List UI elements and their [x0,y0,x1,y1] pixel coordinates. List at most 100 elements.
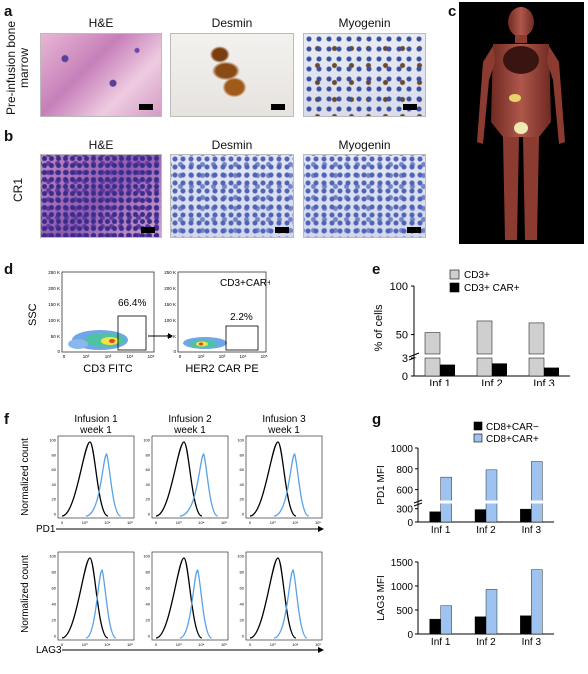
xtick-label: Inf 2 [476,525,496,536]
histogram-control-curve [155,557,203,639]
left-leg [523,137,539,240]
xtick: 10⁵ [261,354,268,359]
bar [531,569,543,635]
ytick: 50 K [167,334,176,339]
ytick: 0 [57,349,60,354]
panel-label-g: g [372,411,382,428]
bar [429,511,441,523]
chart-e-ylabel: % of cells [373,304,385,352]
ytick-label: 50 [396,330,408,342]
histogram-plot: 100 80 60 40 20 00 10³ 10⁴ 10⁵ [49,435,135,525]
flow-plot-2-gate [225,325,259,351]
bar-lower-segment [528,357,545,377]
bar [440,605,452,635]
ytick-label: 100 [390,281,408,293]
bar [520,615,532,635]
xtick-label: Inf 3 [522,525,542,536]
ytick-label: 80 [52,452,57,457]
ytick-label: 0 [242,512,245,517]
row-label-pre-infusion: Pre-infusion bone marrow [4,20,31,116]
ytick-label: 0 [402,371,408,383]
ytick-label: 100 [143,554,150,559]
ytick-label: 20 [52,497,57,502]
ytick-label: 20 [146,618,151,623]
ytick-label: 80 [52,570,57,575]
ytick-label: 80 [240,570,245,575]
micrograph-a-myogenin [303,33,426,117]
ytick: 150 K [48,302,60,307]
ytick-label: 100 [237,554,244,559]
ytick-label: 20 [240,497,245,502]
ytick-label: 100 [143,438,150,443]
ytick-label: 3 [402,353,408,365]
xtick-label: 0 [61,642,64,647]
axis-arrow-head-pd1 [318,526,324,532]
ytick-label: 60 [146,586,151,591]
row-label-cr1: CR1 [11,177,25,203]
pet-ct-image [459,2,584,244]
bar [476,320,493,355]
histogram-plot: 100 80 60 40 20 00 10³ 10⁴ 10⁵ [49,551,135,647]
ytick-label: 20 [52,618,57,623]
xtick-label: 0 [155,642,158,647]
legend-swatch [473,433,483,443]
stain-title-b-he: H&E [88,138,114,152]
bar [485,589,498,635]
bar [440,476,452,523]
histogram-car-curve [273,453,310,517]
legend-swatch [473,421,483,431]
ytick: 200 K [164,286,176,291]
ytick: 150 K [164,302,176,307]
ytick-label: 100 [237,438,244,443]
flow-plot-2-title: CD3+CAR+ [220,278,270,289]
histogram-frame [151,551,229,641]
xtick: 10² [83,354,90,359]
legend-swatch [449,269,460,280]
column-subtitle: week 1 [173,425,206,436]
histogram-marker-pd1: PD1 [36,524,56,535]
ytick: 0 [173,349,176,354]
ytick: 250 K [164,270,176,275]
ytick: 100 K [48,318,60,323]
xtick-label: 10⁴ [198,520,204,525]
column-title: Infusion 2 [168,414,212,425]
panel-label-c: c [448,3,457,20]
bar [528,322,545,355]
ylabel: PD1 MFI [376,465,387,504]
xtick-label: 10⁴ [292,520,298,525]
ytick-label: 500 [396,606,413,617]
column-title: Infusion 1 [74,414,118,425]
scale-bar [141,227,155,233]
flow-plot-2-density [183,337,227,349]
xtick-label: 10⁴ [104,642,110,647]
bar-lower-segment [476,357,493,377]
histogram-frame [57,551,135,641]
neck [515,35,527,43]
head [508,7,534,37]
ytick-label: 20 [146,497,151,502]
column-subtitle: week 1 [79,425,112,436]
column-subtitle: week 1 [267,425,300,436]
xtick-label: 10³ [82,642,88,647]
ytick-label: 1000 [391,582,414,593]
ytick-label: 0 [148,634,151,639]
bar [474,509,487,523]
ytick-label: 40 [146,482,151,487]
xtick: 10² [198,354,205,359]
ytick-label: 60 [146,467,151,472]
xtick-label: Inf 3 [533,378,554,386]
micrograph-b-he [40,154,162,238]
ytick-label: 1000 [391,444,414,455]
flow-plot-1-xlabel: CD3 FITC [83,363,133,374]
legend-label: CD8+CAR+ [486,434,539,445]
histogram-plot: 100 80 60 40 20 00 10³ 10⁴ 10⁵ [143,435,229,525]
xtick: 10³ [219,354,226,359]
scale-bar [271,104,285,110]
ytick-label: 0 [54,634,57,639]
xtick-label: Inf 1 [431,637,451,648]
xtick: 10⁵ [148,354,155,359]
histogram-control-curve [61,441,109,517]
flow-plot-2-gate-pct: 2.2% [230,312,253,323]
histogram-plot: 100 80 60 40 20 00 10³ 10⁴ 10⁵ [237,551,323,647]
stain-title-a-desmin: Desmin [211,16,253,30]
